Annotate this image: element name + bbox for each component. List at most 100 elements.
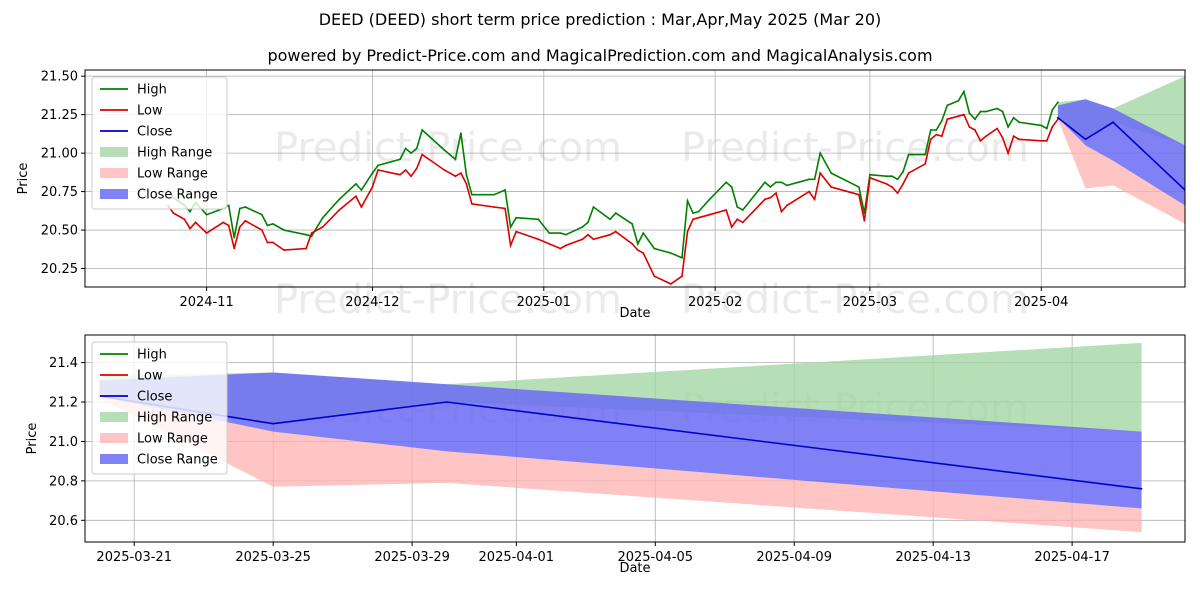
top-low-point [404,169,407,171]
top-high-point [454,158,457,161]
top-low-point [548,243,551,245]
top-high-point [205,213,208,216]
top-y-axis-label: Price [16,163,31,195]
top-low-point [1018,138,1021,141]
bottom-close-range-band [99,372,1142,509]
bottom-plot-area [98,342,1143,533]
top-low-point [686,230,689,233]
top-y-tick-label: 20.50 [41,224,78,239]
top-high-point [1051,109,1054,111]
top-high-point [763,181,766,184]
top-high-point [443,149,446,151]
top-high-point [697,210,700,213]
top-high-point [471,193,473,196]
top-low-point [940,135,943,138]
top-low-point [869,176,871,179]
bottom-x-tick-label: 2025-04-01 [479,550,555,565]
top-high-point [857,186,860,188]
top-low-point [459,172,462,175]
top-watermark-lower-left: Predict-Price.com [274,277,622,323]
top-low-point [421,153,424,156]
top-high-point [548,232,551,235]
top-high-point [907,153,910,156]
top-high-point [238,207,241,210]
top-x-tick-label: 2025-03 [843,295,897,310]
top-high-point [736,206,739,208]
top-low-point [670,283,672,285]
top-legend-close-range-swatch [100,189,128,199]
top-watermark-lower-right: Predict-Price.com [681,277,1029,323]
top-low-point [194,221,197,224]
top-low-point [808,190,811,193]
top-high-point [979,110,982,113]
top-high-point [399,158,401,161]
bottom-y-tick-label: 20.8 [49,474,78,489]
top-high-point [504,189,507,191]
top-low-point [1051,126,1054,128]
top-high-point [940,119,943,122]
top-low-point [636,249,639,251]
top-low-point [238,226,241,228]
top-high-point [775,181,777,184]
top-axes-frame [84,69,1186,288]
top-low-point [780,210,783,213]
bottom-y-axis-label: Price [25,423,40,455]
bottom-close-point [445,401,448,403]
top-high-point [891,175,893,178]
top-high-point [233,236,236,239]
top-low-point [399,173,401,176]
bottom-y-tick-label: 21.0 [49,435,78,450]
top-high-point [266,224,269,227]
top-x-tick-label: 2025-04 [1014,295,1068,310]
top-watermark-right: Predict-Price.com [681,125,1029,171]
top-low-point [653,275,656,278]
bottom-x-tick-label: 2025-04-05 [617,550,693,565]
top-high-point [830,172,833,175]
top-high-point [272,223,274,225]
bottom-low-range-band [99,396,1142,533]
top-low-point [581,238,584,241]
top-high-point [410,152,413,155]
top-low-point [830,186,833,188]
bottom-x-tick-label: 2025-03-21 [96,550,172,565]
top-low-point [819,172,822,175]
top-high-point [260,213,263,216]
top-low-point [205,232,208,235]
top-high-point [415,147,418,150]
top-low-point [227,224,230,227]
top-y-tick-label: 20.75 [41,185,78,200]
top-low-point [902,182,904,185]
top-close-point [1056,116,1059,119]
top-low-point [708,213,711,216]
top-high-point [957,99,960,102]
top-low-point [244,219,247,222]
top-high-point [808,178,811,181]
top-high-point [565,233,567,236]
top-high-point [708,198,711,201]
bottom-x-tick-label: 2025-04-09 [756,550,832,565]
top-low-point [587,233,589,236]
top-low-point [642,252,645,255]
bottom-x-tick-label: 2025-04-17 [1034,550,1110,565]
top-low-point [935,133,938,136]
top-low-point [233,247,236,250]
top-high-point [780,181,783,184]
top-low-point [786,204,788,207]
top-high-point [813,178,816,181]
bottom-legend-close-label: Close [137,390,172,405]
top-low-point [725,209,728,211]
top-high-point [1012,116,1015,119]
chart-subtitle: powered by Predict-Price.com and Magical… [267,46,933,65]
top-low-point [763,198,766,201]
top-low-point [614,230,617,233]
top-high-point [244,206,247,208]
top-low-point [283,249,285,251]
top-high-point [741,209,744,211]
top-high-point [592,206,595,208]
top-low-point [996,127,998,130]
top-low-point [537,238,540,241]
top-low-point [222,221,225,224]
top-high-point [885,175,888,178]
bottom-y-tick-label: 21.2 [49,396,78,411]
